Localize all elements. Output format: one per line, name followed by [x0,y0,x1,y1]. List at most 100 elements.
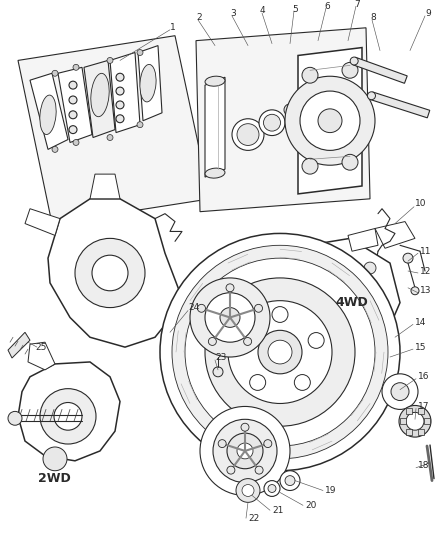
Ellipse shape [259,110,285,135]
Circle shape [403,253,413,263]
Text: 25: 25 [35,343,46,352]
Bar [406,408,412,414]
Circle shape [116,87,124,95]
Polygon shape [84,60,115,138]
Text: 11: 11 [420,247,431,256]
Polygon shape [28,342,55,370]
Circle shape [236,333,252,349]
Circle shape [280,471,300,490]
Circle shape [185,258,375,446]
Ellipse shape [264,114,280,131]
Text: 2WD: 2WD [38,472,71,485]
Polygon shape [18,362,120,461]
Ellipse shape [140,64,156,102]
Circle shape [200,407,290,496]
Circle shape [285,475,295,486]
Ellipse shape [237,124,259,146]
Text: 22: 22 [248,514,259,523]
Text: 15: 15 [415,343,427,352]
Ellipse shape [91,74,109,117]
Text: 13: 13 [420,286,431,295]
Circle shape [69,96,77,104]
Text: 3: 3 [230,10,236,19]
Text: 12: 12 [420,266,431,276]
Circle shape [382,374,418,409]
Circle shape [237,443,253,459]
Text: 24: 24 [188,303,199,312]
Circle shape [69,111,77,119]
Polygon shape [90,174,120,199]
Polygon shape [110,53,140,133]
Circle shape [75,238,145,308]
Circle shape [304,267,316,279]
Ellipse shape [205,168,225,178]
Text: 17: 17 [418,402,430,411]
Polygon shape [58,67,92,142]
Polygon shape [25,209,60,236]
Text: 2: 2 [196,13,201,22]
Circle shape [160,233,400,471]
Circle shape [364,262,376,274]
Text: 18: 18 [418,461,430,470]
Circle shape [302,158,318,174]
Text: 16: 16 [418,372,430,381]
Circle shape [258,330,302,374]
Text: 19: 19 [325,486,336,495]
Circle shape [137,122,143,127]
Circle shape [116,73,124,81]
Bar [418,429,424,434]
Polygon shape [48,199,180,347]
Circle shape [291,108,301,118]
Circle shape [255,466,263,474]
Circle shape [213,367,223,377]
Polygon shape [30,73,68,149]
Circle shape [218,440,226,448]
Circle shape [302,67,318,83]
Circle shape [312,270,368,325]
Circle shape [107,58,113,63]
Polygon shape [18,36,210,223]
Circle shape [300,91,360,150]
Text: 1: 1 [170,23,176,33]
Circle shape [244,337,252,345]
Ellipse shape [40,95,56,134]
Text: 4: 4 [260,6,265,15]
Circle shape [69,126,77,134]
Circle shape [73,140,79,146]
Circle shape [107,134,113,141]
Polygon shape [285,238,400,350]
Circle shape [318,109,342,133]
Circle shape [308,333,324,349]
Circle shape [342,155,358,170]
Circle shape [92,255,128,291]
Circle shape [284,104,296,116]
Circle shape [411,287,419,295]
Circle shape [391,383,409,400]
Circle shape [285,76,375,165]
Circle shape [137,50,143,55]
Circle shape [116,101,124,109]
Ellipse shape [232,119,264,150]
Circle shape [399,406,431,437]
Circle shape [326,284,354,311]
Polygon shape [370,92,430,118]
Circle shape [242,484,254,496]
Ellipse shape [350,57,358,65]
Circle shape [43,447,67,471]
Circle shape [268,340,292,364]
Circle shape [264,481,280,496]
Text: 4WD: 4WD [335,296,368,309]
Text: 14: 14 [415,318,426,327]
Circle shape [227,433,263,469]
Text: 9: 9 [425,10,431,19]
Circle shape [116,115,124,123]
Circle shape [40,389,96,444]
Circle shape [69,81,77,89]
Text: 7: 7 [354,0,360,9]
Circle shape [254,304,262,312]
Circle shape [198,304,205,312]
Circle shape [228,301,332,403]
Circle shape [342,62,358,78]
Bar [418,408,424,414]
Text: 10: 10 [415,199,427,208]
